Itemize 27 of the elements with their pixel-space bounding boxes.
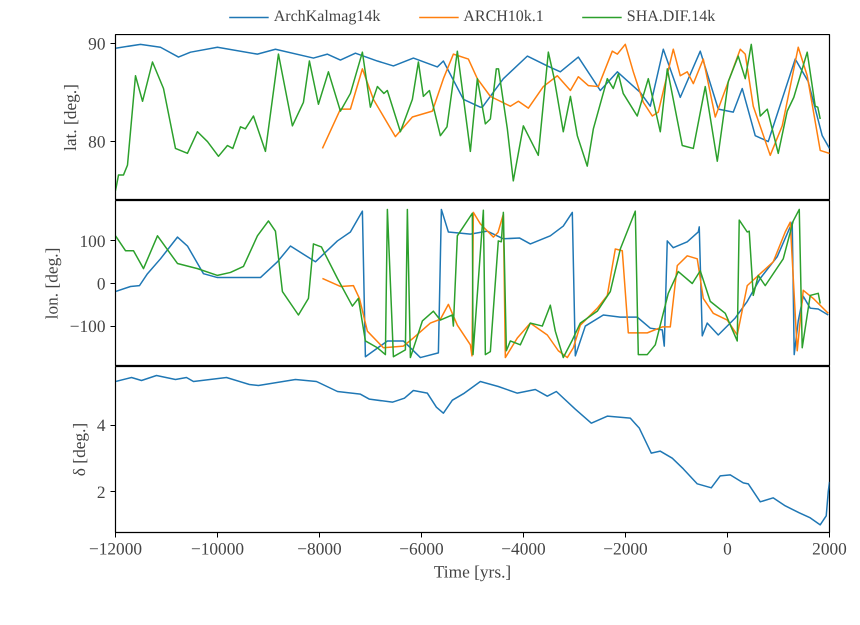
y-tick-label: 100	[80, 232, 106, 251]
y-tick-label: −100	[70, 317, 106, 336]
y-axis-title: lon. [deg.]	[42, 248, 62, 320]
legend-label: ArchKalmag14k	[274, 8, 380, 26]
y-tick-label: 4	[96, 416, 106, 436]
line-series	[322, 44, 830, 156]
line-series	[322, 212, 829, 358]
y-tick-label: 80	[88, 132, 106, 152]
y-axis-title: δ [deg.]	[70, 422, 89, 476]
legend-label: ARCH10k.1	[463, 8, 544, 26]
x-tick-label: 0	[723, 540, 732, 558]
x-tick-label: −4000	[501, 540, 546, 558]
y-tick-label: 0	[96, 274, 106, 294]
x-tick-label: −6000	[399, 540, 444, 558]
line-series	[116, 374, 830, 526]
line-series	[116, 44, 830, 150]
x-axis-title: Time [yrs.]	[434, 562, 512, 582]
y-tick-label: 90	[88, 34, 106, 54]
x-tick-label: −10000	[190, 540, 244, 558]
y-tick-label: 2	[96, 482, 106, 502]
x-tick-label: −8000	[297, 540, 342, 558]
line-series	[116, 44, 821, 192]
x-tick-label: −2000	[603, 540, 648, 558]
legend-label: SHA.DIF.14k	[626, 8, 716, 26]
y-axis-title: lat. [deg.]	[61, 84, 80, 151]
x-tick-label: 2000	[812, 540, 847, 558]
x-tick-label: −12000	[88, 540, 142, 558]
